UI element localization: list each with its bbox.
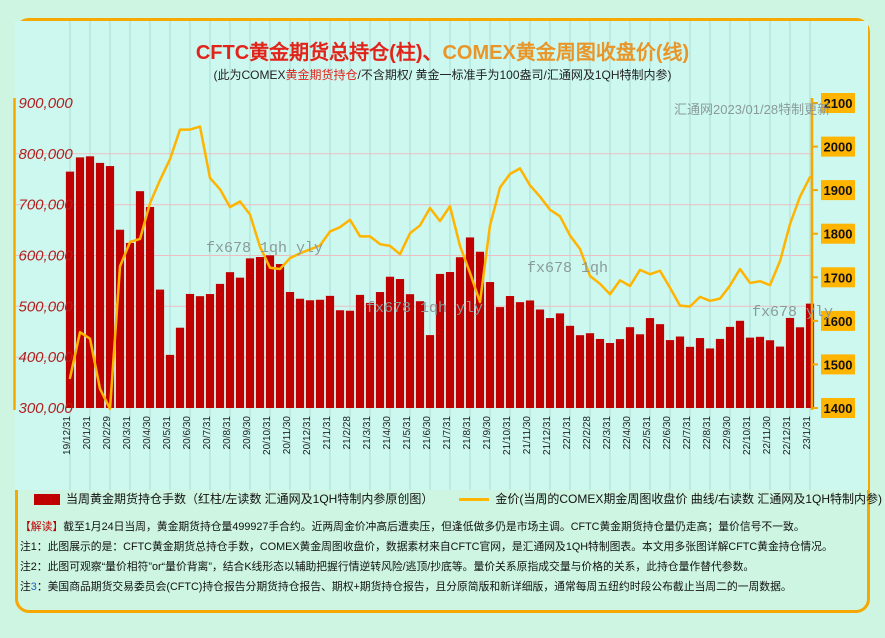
svg-text:1700: 1700 xyxy=(824,270,853,285)
svg-text:1800: 1800 xyxy=(824,227,853,242)
svg-text:21/8/31: 21/8/31 xyxy=(462,416,473,450)
svg-text:22/12/31: 22/12/31 xyxy=(782,416,793,455)
svg-text:汇通网2023/01/28特制更新: 汇通网2023/01/28特制更新 xyxy=(674,102,830,117)
svg-text:21/12/31: 21/12/31 xyxy=(542,416,553,455)
svg-text:22/7/31: 22/7/31 xyxy=(682,416,693,450)
svg-text:22/10/31: 22/10/31 xyxy=(742,416,753,455)
svg-text:21/3/31: 21/3/31 xyxy=(362,416,373,450)
svg-text:20/5/31: 20/5/31 xyxy=(162,416,173,450)
svg-text:1500: 1500 xyxy=(824,357,853,372)
svg-text:21/11/30: 21/11/30 xyxy=(522,416,533,455)
svg-text:23/1/31: 23/1/31 xyxy=(802,416,813,450)
svg-text:900,000: 900,000 xyxy=(19,95,74,112)
svg-text:21/9/30: 21/9/30 xyxy=(482,416,493,450)
svg-text:22/3/31: 22/3/31 xyxy=(602,416,613,450)
svg-text:20/11/30: 20/11/30 xyxy=(282,416,293,455)
svg-text:21/2/28: 21/2/28 xyxy=(342,416,353,450)
svg-text:600,000: 600,000 xyxy=(19,248,74,265)
svg-text:400,000: 400,000 xyxy=(19,349,74,366)
svg-text:2000: 2000 xyxy=(824,140,853,155)
svg-text:22/9/30: 22/9/30 xyxy=(722,416,733,450)
svg-text:500,000: 500,000 xyxy=(19,298,74,315)
svg-text:20/3/31: 20/3/31 xyxy=(122,416,133,450)
svg-text:fx678 1qh: fx678 1qh xyxy=(527,260,608,277)
svg-text:21/1/31: 21/1/31 xyxy=(322,416,333,450)
svg-text:20/6/30: 20/6/30 xyxy=(182,416,193,450)
svg-text:21/4/30: 21/4/30 xyxy=(382,416,393,450)
svg-text:22/5/31: 22/5/31 xyxy=(642,416,653,450)
svg-text:1400: 1400 xyxy=(824,401,853,416)
svg-text:22/2/28: 22/2/28 xyxy=(582,416,593,450)
svg-text:20/8/31: 20/8/31 xyxy=(222,416,233,450)
svg-text:fx678 1qh yly: fx678 1qh yly xyxy=(366,300,483,317)
svg-text:300,000: 300,000 xyxy=(19,400,74,417)
svg-text:21/6/30: 21/6/30 xyxy=(422,416,433,450)
svg-text:20/12/31: 20/12/31 xyxy=(302,416,313,455)
svg-text:19/12/31: 19/12/31 xyxy=(62,416,73,455)
svg-text:20/10/31: 20/10/31 xyxy=(262,416,273,455)
svg-text:800,000: 800,000 xyxy=(19,146,74,163)
svg-text:fx678 yly: fx678 yly xyxy=(752,304,833,321)
svg-text:700,000: 700,000 xyxy=(19,197,74,214)
svg-text:22/4/30: 22/4/30 xyxy=(622,416,633,450)
svg-text:21/10/31: 21/10/31 xyxy=(502,416,513,455)
svg-text:22/11/30: 22/11/30 xyxy=(762,416,773,455)
svg-text:21/7/31: 21/7/31 xyxy=(442,416,453,450)
svg-text:20/2/29: 20/2/29 xyxy=(102,416,113,450)
svg-text:22/6/30: 22/6/30 xyxy=(662,416,673,450)
svg-text:20/1/31: 20/1/31 xyxy=(82,416,93,450)
svg-text:fx678 1qh yly: fx678 1qh yly xyxy=(206,240,323,257)
svg-text:20/9/30: 20/9/30 xyxy=(242,416,253,450)
svg-text:20/4/30: 20/4/30 xyxy=(142,416,153,450)
svg-text:20/7/31: 20/7/31 xyxy=(202,416,213,450)
svg-text:22/8/31: 22/8/31 xyxy=(702,416,713,450)
svg-text:22/1/31: 22/1/31 xyxy=(562,416,573,450)
svg-text:21/5/31: 21/5/31 xyxy=(402,416,413,450)
svg-text:1900: 1900 xyxy=(824,183,853,198)
